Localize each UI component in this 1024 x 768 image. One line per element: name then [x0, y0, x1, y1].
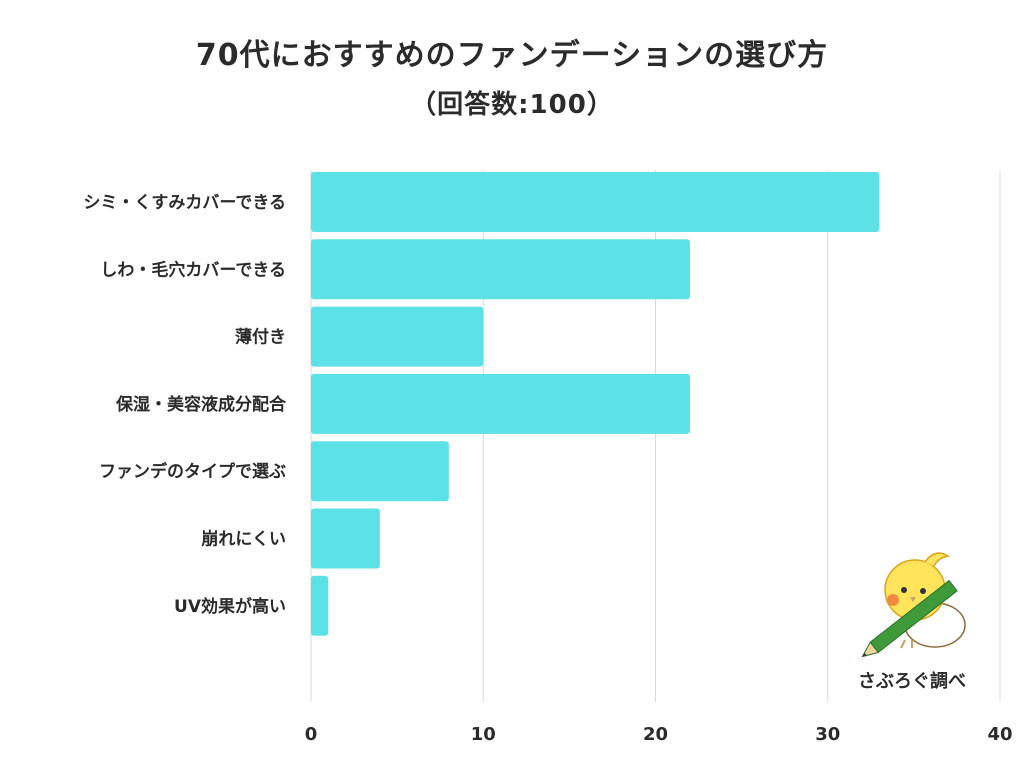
bar [311, 575, 329, 636]
x-tick-label: 30 [815, 724, 840, 745]
x-axis-ticks: 0 10 20 30 40 [305, 724, 1013, 745]
category-label: 崩れにくい [201, 529, 286, 550]
x-tick-label: 0 [305, 724, 318, 745]
bar [311, 441, 449, 502]
x-tick-label: 10 [471, 724, 496, 745]
bar [311, 306, 484, 367]
bar [311, 373, 690, 434]
chart-subtitle: （回答数:100） [410, 90, 614, 120]
bar [311, 508, 380, 569]
bar [311, 239, 690, 300]
category-label: 保湿・美容液成分配合 [115, 394, 287, 415]
category-label: ファンデのタイプで選ぶ [99, 461, 286, 482]
credit-label: さぶろぐ調べ [858, 670, 966, 692]
category-label: シミ・くすみカバーできる [83, 193, 286, 213]
x-tick-label: 40 [987, 724, 1012, 745]
category-labels: シミ・くすみカバーできるしわ・毛穴カバーできる薄付き保湿・美容液成分配合ファンデ… [83, 193, 287, 617]
category-label: しわ・毛穴カバーできる [100, 259, 286, 280]
bars [311, 172, 880, 636]
category-label: UV効果が高い [174, 596, 286, 617]
category-label: 薄付き [235, 327, 286, 348]
chart-title: 70代におすすめのファンデーションの選び方 [195, 38, 829, 73]
bird-mascot-icon [861, 552, 966, 658]
bar [311, 172, 880, 232]
x-tick-label: 20 [643, 724, 668, 745]
